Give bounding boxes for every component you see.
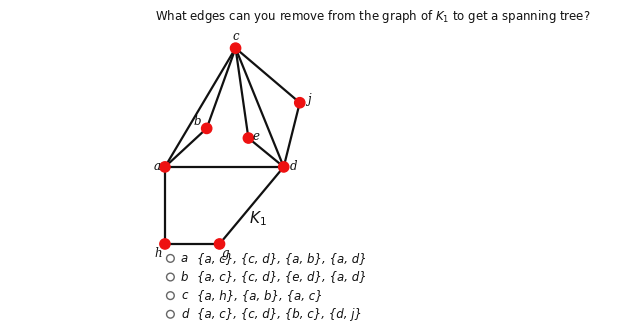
- Text: a: a: [181, 252, 188, 265]
- Text: b: b: [193, 116, 201, 128]
- Text: {a, c}, {c, d}, {b, c}, {d, j}: {a, c}, {c, d}, {b, c}, {d, j}: [197, 308, 362, 321]
- Text: {a, c}, {c, d}, {e, d}, {a, d}: {a, c}, {c, d}, {e, d}, {a, d}: [197, 271, 367, 283]
- Circle shape: [295, 98, 305, 108]
- Text: $K_1$: $K_1$: [249, 209, 267, 228]
- Text: {a, h}, {a, b}, {a, c}: {a, h}, {a, b}, {a, c}: [197, 289, 323, 302]
- Text: c: c: [181, 289, 187, 302]
- Circle shape: [160, 162, 170, 172]
- Text: j: j: [308, 93, 311, 106]
- Text: {a, c}, {c, d}, {a, b}, {a, d}: {a, c}, {c, d}, {a, b}, {a, d}: [197, 252, 367, 265]
- Text: g: g: [221, 247, 229, 260]
- Circle shape: [230, 43, 241, 53]
- Text: c: c: [232, 30, 239, 43]
- Circle shape: [215, 239, 225, 249]
- Text: e: e: [253, 130, 260, 143]
- Circle shape: [243, 133, 254, 143]
- Text: What edges can you remove from the graph of $K_1$ to get a spanning tree?: What edges can you remove from the graph…: [156, 8, 591, 25]
- Text: a: a: [154, 160, 160, 173]
- Text: d: d: [181, 308, 188, 321]
- Circle shape: [202, 123, 212, 134]
- Circle shape: [279, 162, 289, 172]
- Circle shape: [160, 239, 170, 249]
- Text: h: h: [154, 247, 162, 260]
- Text: b: b: [181, 271, 188, 283]
- Text: d: d: [290, 160, 297, 173]
